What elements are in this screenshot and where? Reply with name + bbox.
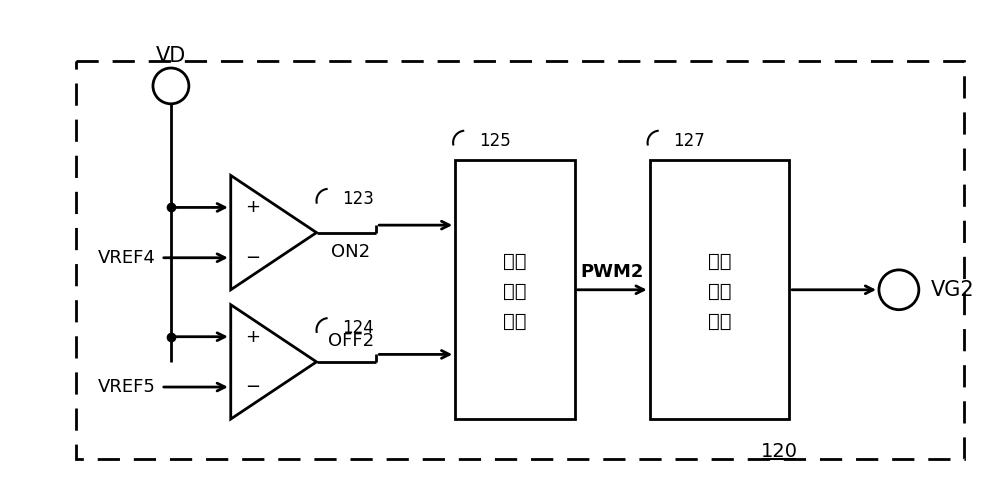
Text: 120: 120 [761,443,798,462]
Text: ON2: ON2 [331,243,371,260]
Text: −: − [245,378,260,396]
Text: VREF5: VREF5 [98,378,156,396]
Text: 124: 124 [342,319,374,337]
Text: 125: 125 [479,132,511,150]
Text: OFF2: OFF2 [328,332,375,350]
Text: 控制: 控制 [503,282,527,301]
Text: VD: VD [156,46,186,66]
Text: VG2: VG2 [931,280,974,300]
Text: +: + [245,328,260,346]
Polygon shape [650,161,789,419]
Text: 电路: 电路 [503,312,527,331]
Text: −: − [245,249,260,267]
Text: 开关: 开关 [708,252,731,271]
Text: 逻辑: 逻辑 [503,252,527,271]
Text: VREF4: VREF4 [98,249,156,267]
Text: PWM2: PWM2 [580,263,644,281]
Text: +: + [245,199,260,217]
Text: 驱动: 驱动 [708,282,731,301]
Text: 127: 127 [674,132,705,150]
Text: 电路: 电路 [708,312,731,331]
Polygon shape [455,161,575,419]
Text: 123: 123 [342,190,374,208]
